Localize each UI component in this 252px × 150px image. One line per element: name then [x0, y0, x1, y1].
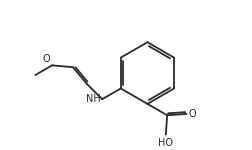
- Text: HO: HO: [158, 138, 173, 148]
- Text: O: O: [43, 54, 50, 64]
- Text: NH: NH: [86, 94, 100, 104]
- Text: O: O: [188, 109, 196, 119]
